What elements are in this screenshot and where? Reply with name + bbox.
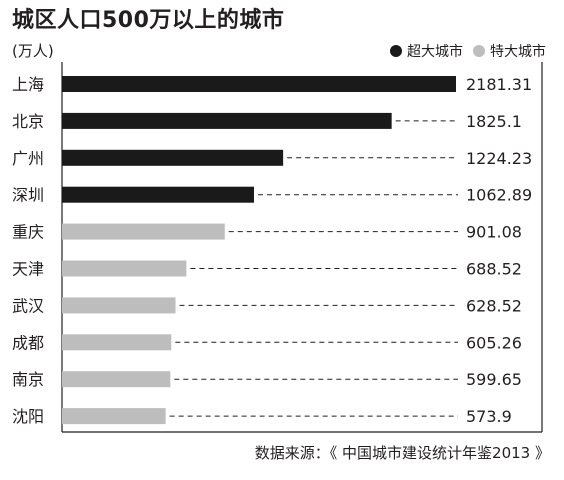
legend-label-super: 超大城市 [407, 44, 463, 60]
category-label: 北京 [12, 112, 44, 131]
legend-label-mega: 特大城市 [490, 44, 546, 60]
bar [62, 149, 284, 166]
bar [62, 260, 187, 277]
legend-item-mega: 特大城市 [473, 41, 546, 61]
bar [62, 408, 166, 425]
bar [62, 112, 392, 129]
bar [62, 223, 225, 240]
bar [62, 371, 171, 388]
legend: 超大城市 特大城市 [380, 41, 546, 61]
category-label: 重庆 [12, 223, 44, 242]
category-label: 天津 [12, 260, 44, 279]
category-label: 沈阳 [12, 407, 44, 426]
legend-item-super: 超大城市 [390, 41, 463, 61]
bar [62, 186, 254, 203]
bar [62, 334, 172, 351]
bar [62, 297, 176, 314]
bar [62, 76, 456, 92]
value-label: 2181.31 [466, 75, 532, 94]
value-label: 1224.23 [466, 149, 532, 168]
data-source: 数据来源：《 中国城市建设统计年鉴2013 》 [254, 444, 550, 462]
value-label: 628.52 [466, 296, 522, 315]
category-label: 南京 [12, 370, 44, 389]
value-label: 1825.1 [466, 112, 522, 131]
legend-swatch-super [390, 45, 402, 57]
value-label: 573.9 [466, 407, 512, 426]
value-label: 901.08 [466, 223, 522, 242]
category-label: 成都 [12, 333, 44, 352]
chart-title: 城区人口500万以上的城市 [12, 8, 285, 33]
value-label: 1062.89 [466, 186, 532, 205]
category-label: 广州 [12, 149, 44, 168]
legend-swatch-mega [473, 45, 485, 57]
category-label: 上海 [12, 75, 44, 94]
value-label: 605.26 [466, 333, 522, 352]
category-label: 武汉 [12, 296, 44, 315]
category-label: 深圳 [12, 186, 44, 205]
value-label: 599.65 [466, 370, 522, 389]
value-label: 688.52 [466, 260, 522, 279]
unit-label: (万人) [12, 42, 54, 60]
